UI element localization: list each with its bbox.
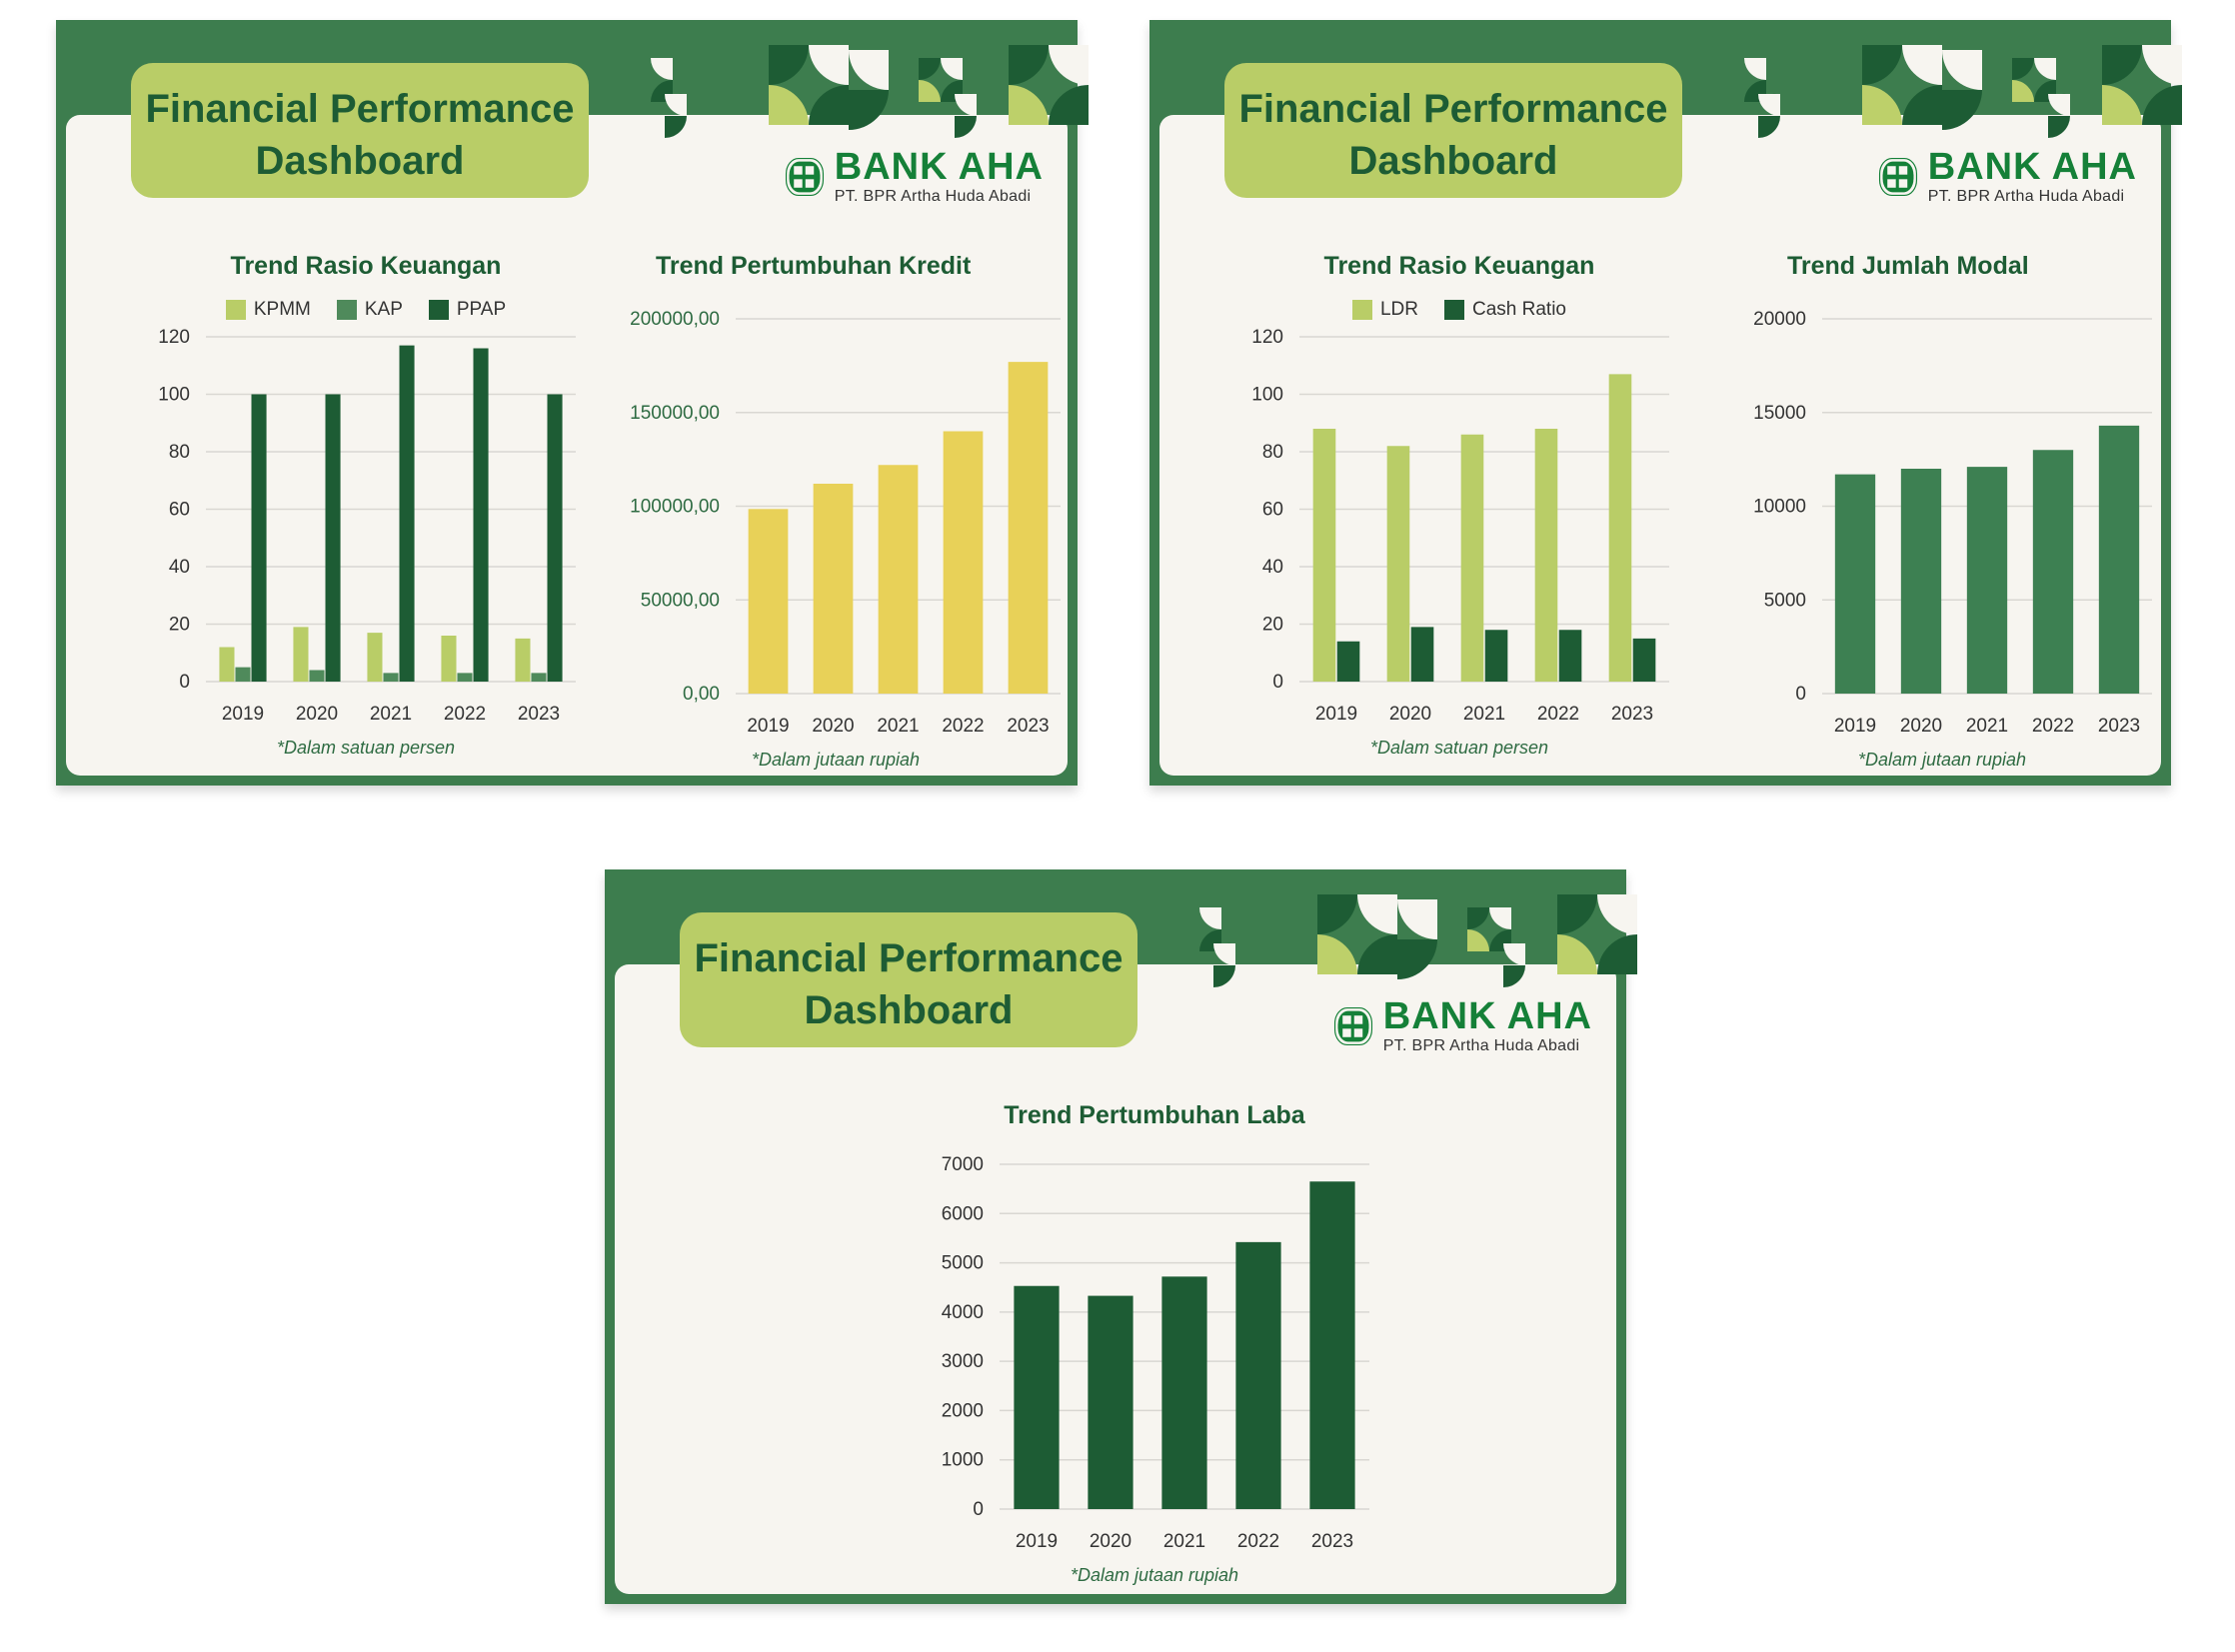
svg-text:20: 20 — [1262, 615, 1283, 636]
svg-text:80: 80 — [169, 442, 190, 463]
svg-text:2021: 2021 — [1463, 704, 1505, 725]
svg-text:0,00: 0,00 — [683, 684, 720, 705]
svg-text:5000: 5000 — [942, 1253, 984, 1274]
svg-text:2019: 2019 — [1315, 704, 1357, 725]
svg-text:0: 0 — [1795, 684, 1806, 705]
svg-text:0: 0 — [179, 672, 190, 693]
svg-text:4000: 4000 — [942, 1302, 984, 1323]
svg-text:3000: 3000 — [942, 1351, 984, 1372]
svg-text:60: 60 — [169, 500, 190, 521]
svg-text:5000: 5000 — [1764, 590, 1806, 611]
svg-text:10000: 10000 — [1753, 497, 1806, 518]
svg-text:2000: 2000 — [942, 1400, 984, 1421]
svg-text:120: 120 — [1251, 327, 1283, 348]
svg-text:2021: 2021 — [877, 716, 919, 737]
svg-text:120: 120 — [158, 327, 190, 348]
svg-text:60: 60 — [1262, 500, 1283, 521]
svg-text:2022: 2022 — [1237, 1531, 1279, 1552]
svg-text:2019: 2019 — [747, 716, 789, 737]
svg-text:40: 40 — [1262, 557, 1283, 578]
svg-text:100000,00: 100000,00 — [630, 497, 720, 518]
svg-text:20000: 20000 — [1753, 309, 1806, 330]
svg-text:2020: 2020 — [1389, 704, 1431, 725]
svg-text:2023: 2023 — [518, 704, 560, 725]
svg-text:2019: 2019 — [222, 704, 264, 725]
svg-text:0: 0 — [973, 1499, 984, 1520]
svg-text:50000,00: 50000,00 — [641, 590, 720, 611]
svg-text:100: 100 — [158, 385, 190, 406]
svg-text:2021: 2021 — [370, 704, 412, 725]
svg-text:2020: 2020 — [1900, 716, 1942, 737]
svg-text:2023: 2023 — [2098, 716, 2140, 737]
svg-text:15000: 15000 — [1753, 403, 1806, 424]
svg-text:2021: 2021 — [1966, 716, 2008, 737]
svg-text:1000: 1000 — [942, 1450, 984, 1471]
svg-text:2023: 2023 — [1311, 1531, 1353, 1552]
svg-text:2019: 2019 — [1834, 716, 1876, 737]
svg-text:80: 80 — [1262, 442, 1283, 463]
svg-text:2023: 2023 — [1611, 704, 1653, 725]
svg-text:0: 0 — [1272, 672, 1283, 693]
svg-text:2020: 2020 — [812, 716, 854, 737]
svg-text:2022: 2022 — [942, 716, 984, 737]
svg-text:20: 20 — [169, 615, 190, 636]
svg-text:2022: 2022 — [444, 704, 486, 725]
svg-text:2020: 2020 — [1090, 1531, 1131, 1552]
svg-text:2020: 2020 — [296, 704, 338, 725]
svg-text:2022: 2022 — [2032, 716, 2074, 737]
svg-text:2022: 2022 — [1537, 704, 1579, 725]
svg-text:2019: 2019 — [1016, 1531, 1058, 1552]
svg-text:150000,00: 150000,00 — [630, 403, 720, 424]
svg-text:2021: 2021 — [1163, 1531, 1205, 1552]
svg-text:40: 40 — [169, 557, 190, 578]
svg-text:6000: 6000 — [942, 1203, 984, 1224]
svg-text:100: 100 — [1251, 385, 1283, 406]
svg-text:2023: 2023 — [1007, 716, 1049, 737]
svg-text:200000,00: 200000,00 — [630, 309, 720, 330]
svg-text:7000: 7000 — [942, 1154, 984, 1175]
